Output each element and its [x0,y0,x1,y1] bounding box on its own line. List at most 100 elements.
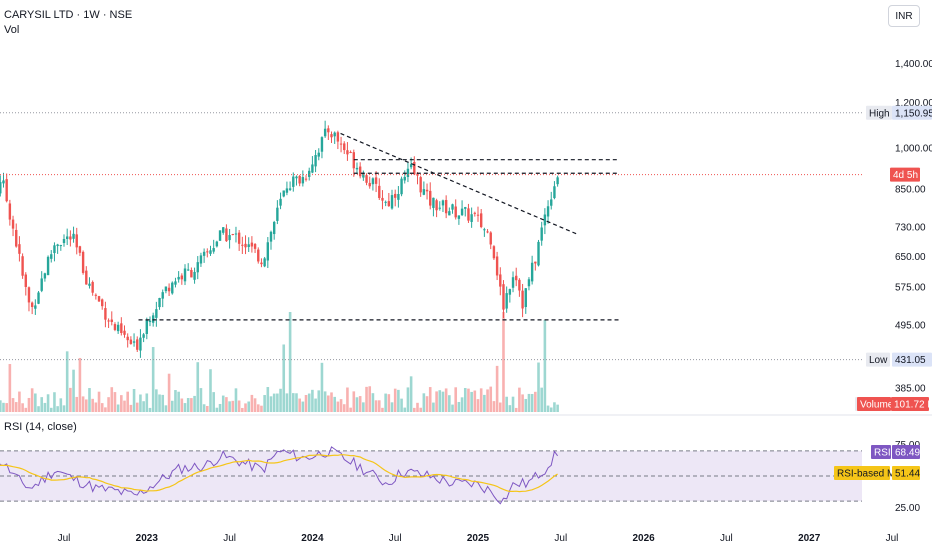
candle-body [113,324,117,330]
volume-bar [0,400,2,412]
candle-body [499,274,502,287]
volume-bar [483,394,486,412]
candle-body [422,189,426,195]
candle-body [202,251,206,256]
countdown-tag: 4d 5h [893,170,918,181]
candle [362,170,365,181]
candle-body [460,208,464,216]
candle [148,316,152,327]
volume-bar [46,394,50,412]
candle [5,173,8,203]
candle [263,256,266,268]
volume-bar [489,386,493,412]
candle-body [425,189,429,192]
price-tick-label: 850.00 [895,184,926,195]
price-tick-label: 385.00 [895,384,926,395]
candle-body [30,302,34,307]
candle [371,177,375,191]
candle-body [59,245,63,247]
candle [550,191,553,210]
volume-bar [231,400,235,412]
volume-bar [492,401,496,412]
candle [183,264,187,286]
candle [145,317,148,340]
candle-body [62,238,66,244]
candle [320,136,324,159]
volume-bar [323,391,327,412]
volume-bar [307,393,311,412]
volume-bar [266,387,270,412]
candle-body [107,320,110,322]
rsi-ma-value-tag-bg [892,466,920,480]
candle [260,258,263,268]
axes: 1,400.00 1,200.00 1,000.00 850.00 730.00 650.… [58,59,932,544]
volume-bar [237,400,241,412]
price-tick-label: 1,400.00 [895,59,932,70]
volume-bar [43,402,47,412]
volume-bar [285,393,289,412]
candle [304,175,308,182]
candles [0,120,559,358]
volume-bar [349,407,352,412]
candle-body [486,231,489,233]
volume-bar [72,369,75,412]
candle [317,148,320,161]
time-tick-label: Jul [58,533,71,544]
candle-body [244,243,247,248]
candle [78,245,82,257]
candle-body [94,294,98,296]
candle-body [180,275,184,280]
candle-body [206,251,209,253]
candle-body [136,339,139,350]
price-tick-label: 495.00 [895,320,926,331]
candle-body [441,200,445,206]
candle [120,317,123,336]
candle-body [403,176,406,181]
candle [126,333,129,348]
candle-body [333,132,336,137]
volume-bar [129,404,133,412]
candle-body [409,164,413,168]
volume-bar [365,386,368,412]
candle-body [374,177,378,184]
volume-bar [352,391,356,412]
volume-bar [199,388,203,412]
volume-bar [279,388,282,412]
candle [406,161,410,183]
candle [218,230,222,241]
time-tick-label: 2025 [467,533,490,544]
candle [400,176,403,197]
candle-body [298,175,301,184]
volume-bar [8,364,12,412]
volume-bar [196,362,200,412]
candle [518,278,521,297]
candle-body [65,236,69,239]
currency-button[interactable]: INR [888,5,920,27]
volume-bar [457,401,461,412]
rsi-pane [0,446,862,505]
price-tick-label: 650.00 [895,252,926,263]
candle [495,251,499,281]
candle [285,181,289,196]
candle-body [292,176,295,187]
volume-bar [158,394,161,412]
volume-bar [422,393,426,412]
volume-bar [527,393,531,412]
high-tag-bg [866,105,892,120]
candle [250,236,254,253]
candle-body [276,207,279,221]
volume-bar [161,394,165,412]
candle [142,332,145,343]
candle [196,256,199,280]
candle [384,200,387,207]
volume-bar [339,399,343,412]
candle [123,325,126,338]
candle [171,281,174,295]
candle-body [508,289,512,295]
time-tick-label: Jul [223,533,236,544]
candle [43,272,47,282]
candle [50,250,53,263]
candle [292,172,295,192]
candle [422,181,426,196]
